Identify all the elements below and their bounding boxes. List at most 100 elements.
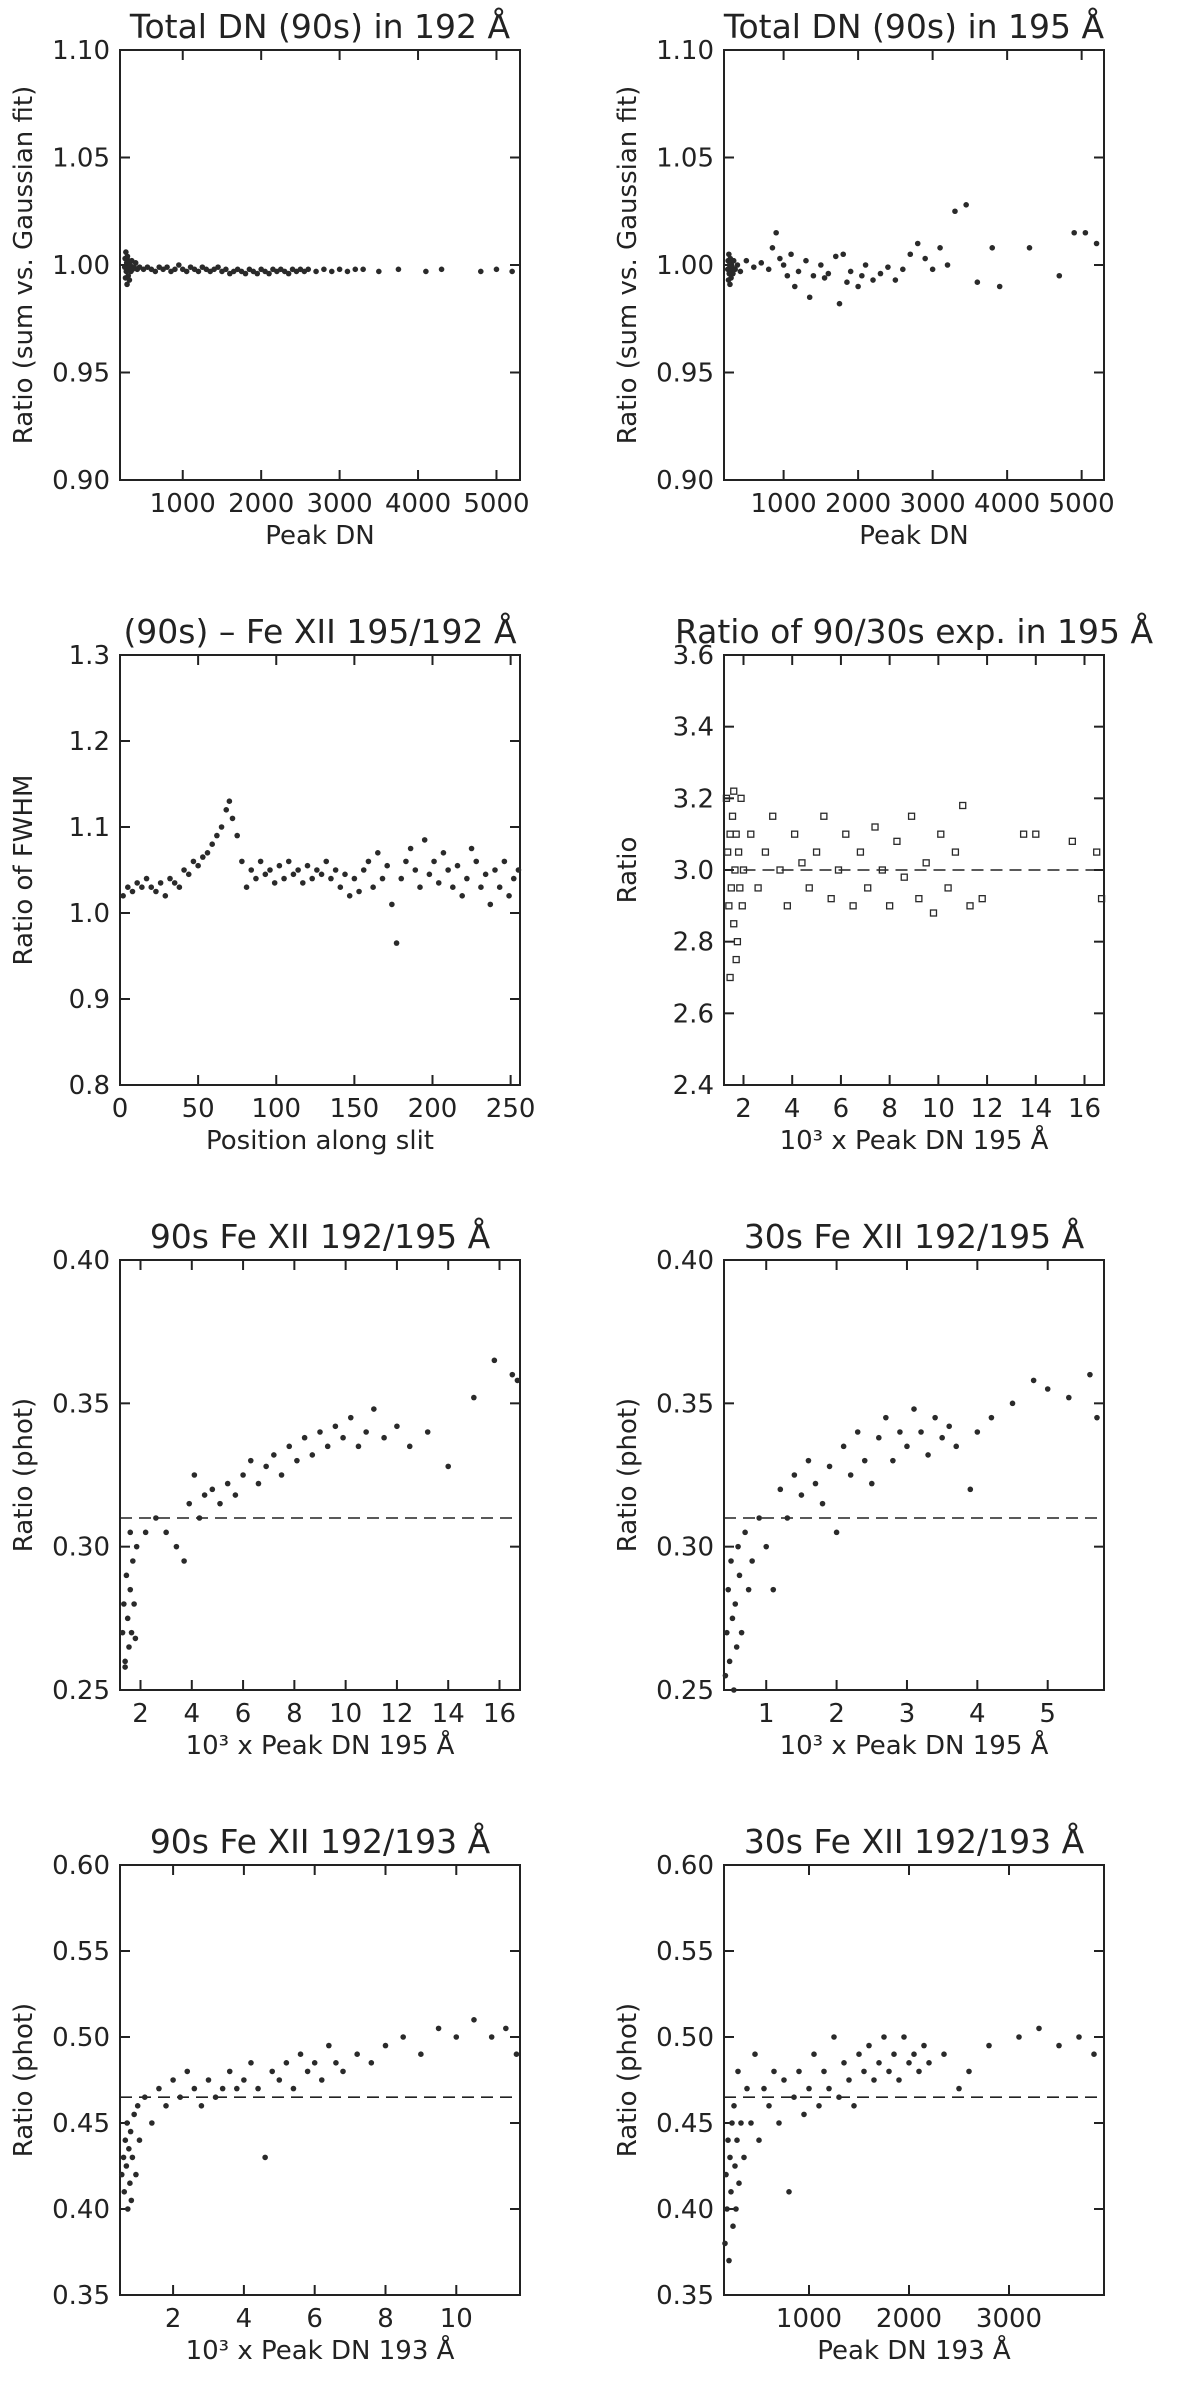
data-point [445, 1463, 452, 1470]
data-point [777, 1486, 784, 1493]
data-point [737, 794, 745, 802]
y-tick-label: 1.2 [69, 727, 110, 757]
x-tick-label: 1000 [751, 489, 817, 519]
chart-title: (90s) – Fe XII 195/192 Å [123, 611, 517, 651]
data-point [876, 1434, 882, 1441]
y-tick-label: 0.35 [656, 2281, 714, 2311]
data-point [127, 2180, 133, 2186]
data-point [1030, 1377, 1037, 1384]
data-point [181, 867, 187, 873]
data-point [916, 2068, 922, 2075]
data-point [1032, 830, 1040, 838]
data-point [262, 2154, 268, 2161]
data-point [212, 2094, 219, 2100]
data-point [217, 1500, 223, 1507]
data-point [406, 1443, 413, 1450]
data-point [816, 2103, 822, 2109]
data-point [854, 1429, 861, 1435]
chart-title: Total DN (90s) in 192 Å [129, 6, 511, 46]
data-point [370, 884, 376, 890]
data-point [119, 1629, 126, 1636]
x-tick-label: 4 [184, 1699, 201, 1729]
data-point [229, 815, 236, 822]
data-point [732, 955, 740, 964]
data-point [128, 1629, 135, 1636]
data-point [219, 2085, 226, 2092]
data-point [300, 880, 306, 886]
y-tick-label: 0.90 [656, 466, 714, 496]
plot-frame [119, 1864, 521, 2296]
data-point [142, 1529, 149, 1536]
y-tick-label: 0.35 [52, 1389, 110, 1419]
data-point [123, 249, 129, 255]
data-point [407, 845, 414, 852]
data-point [301, 1434, 308, 1441]
data-point [731, 866, 739, 874]
x-tick-label: 16 [1068, 1094, 1101, 1124]
data-point [124, 281, 130, 288]
data-point [937, 830, 945, 838]
chart-title: Ratio of 90/30s exp. in 195 Å [675, 611, 1154, 651]
data-point [224, 1480, 231, 1487]
data-point [139, 884, 145, 890]
y-tick-label: 0.55 [52, 1937, 110, 1967]
data-point [125, 272, 132, 279]
data-point [195, 862, 201, 869]
data-point [871, 2077, 877, 2083]
data-point [191, 1472, 198, 1478]
data-point [861, 1457, 868, 1464]
data-point [978, 895, 986, 903]
data-point [239, 858, 245, 865]
data-point [897, 1429, 903, 1435]
data-point [922, 859, 930, 867]
data-point [311, 2060, 318, 2066]
data-point [384, 862, 390, 869]
data-point [732, 266, 738, 273]
data-point [176, 884, 183, 890]
data-point [157, 880, 164, 886]
data-point [365, 858, 372, 865]
data-point [129, 888, 136, 895]
data-point [503, 2025, 509, 2032]
data-point [171, 880, 178, 886]
y-tick-label: 0.40 [656, 2195, 714, 2225]
data-point [127, 1529, 134, 1536]
data-point [791, 283, 798, 290]
data-point [309, 1452, 316, 1458]
y-tick-label: 1.05 [52, 144, 110, 174]
data-point [826, 2085, 832, 2092]
data-point [725, 902, 733, 910]
data-point [309, 875, 315, 882]
data-point [253, 875, 259, 882]
data-point [805, 884, 813, 892]
data-point [201, 1492, 208, 1498]
data-point [127, 1586, 134, 1593]
data-point [748, 2120, 754, 2126]
y-tick-label: 1.1 [69, 813, 110, 843]
data-point [1068, 837, 1076, 845]
data-point [515, 867, 522, 873]
data-point [488, 2034, 495, 2040]
data-point [784, 272, 791, 279]
data-point [513, 2051, 520, 2057]
data-point [134, 2103, 141, 2109]
data-point [812, 848, 821, 856]
data-point [986, 2042, 992, 2049]
data-point [738, 2120, 744, 2126]
data-point [784, 1515, 791, 1521]
chart-title: 30s Fe XII 192/195 Å [744, 1216, 1085, 1256]
data-point [417, 884, 423, 890]
data-point [728, 2189, 734, 2195]
data-point [242, 270, 249, 277]
data-point [424, 1429, 431, 1435]
x-tick-label: 1000 [150, 489, 216, 519]
data-point [790, 830, 799, 838]
x-tick-label: 4 [784, 1094, 801, 1124]
data-point [1097, 895, 1106, 903]
x-tick-label: 10 [440, 2304, 473, 2334]
y-tick-label: 0.95 [52, 359, 110, 389]
data-point [1056, 272, 1063, 279]
x-tick-label: 5000 [463, 489, 529, 519]
data-point [223, 266, 229, 273]
